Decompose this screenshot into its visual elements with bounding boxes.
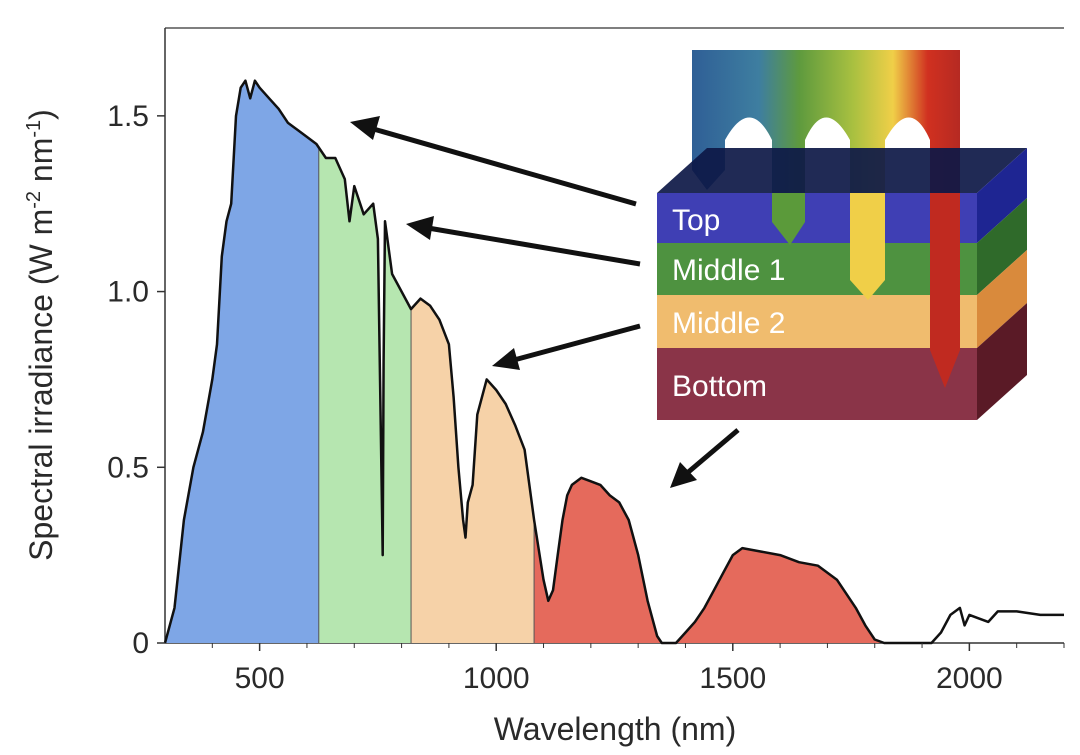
band-fills bbox=[165, 80, 885, 643]
spectrum-curve-group bbox=[163, 79, 1064, 645]
spectrum-curve bbox=[163, 79, 1064, 645]
arrow-middle-1 bbox=[427, 225, 641, 267]
layer-top bbox=[657, 193, 977, 243]
arrow-middle-1-head bbox=[406, 216, 434, 240]
y-tick-label: 0 bbox=[132, 627, 149, 660]
arrow-top-head bbox=[350, 116, 380, 140]
annotation-arrows bbox=[350, 116, 740, 488]
beam-red-front bbox=[930, 193, 960, 388]
y-axis-title: Spectral irradiance (W m-2 nm-1) bbox=[23, 109, 59, 561]
x-tick-label: 1000 bbox=[463, 662, 530, 695]
x-tick-label: 1500 bbox=[699, 662, 766, 695]
layer-middle-2-side bbox=[977, 250, 1027, 348]
band-fill-top bbox=[165, 80, 319, 643]
y-tick-label: 0.5 bbox=[107, 451, 149, 484]
arrow-bottom bbox=[684, 428, 740, 476]
band-fill-middle-2 bbox=[411, 298, 535, 643]
cell-illustration: Top Middle 1 Middle 2 Bottom bbox=[657, 50, 1027, 420]
layer-label-middle-1: Middle 1 bbox=[672, 254, 785, 287]
y-axis-title-mid: nm bbox=[23, 138, 59, 191]
layer-label-top: Top bbox=[672, 204, 720, 237]
y-axis-title-exp1: -2 bbox=[23, 191, 45, 209]
y-axis-title-end: ) bbox=[23, 109, 59, 120]
layer-middle-1-side bbox=[977, 198, 1027, 295]
arrow-top bbox=[369, 125, 637, 207]
layer-middle-2 bbox=[657, 295, 977, 348]
y-axis-title-exp2: -1 bbox=[23, 120, 45, 138]
arrow-bottom-head bbox=[670, 462, 697, 488]
layer-bottom-side bbox=[977, 303, 1027, 420]
layer-middle-1 bbox=[657, 243, 977, 295]
layer-top-side bbox=[977, 148, 1027, 243]
x-tick-label: 500 bbox=[235, 662, 285, 695]
arrow-middle-2-head bbox=[492, 348, 520, 370]
x-axis-title: Wavelength (nm) bbox=[494, 711, 736, 747]
band-fill-bottom bbox=[534, 477, 885, 643]
layer-label-middle-2: Middle 2 bbox=[672, 307, 785, 340]
y-tick-label: 1.5 bbox=[107, 100, 149, 133]
beam-green-front bbox=[772, 193, 805, 245]
x-tick-label: 2000 bbox=[936, 662, 1003, 695]
y-tick-label: 1.0 bbox=[107, 276, 149, 309]
axis-ticks: 500 1000 1500 2000 0 0.5 1.0 1.5 bbox=[107, 100, 1065, 695]
layer-label-bottom: Bottom bbox=[672, 370, 767, 403]
band-fill-middle-1 bbox=[318, 147, 412, 643]
beam-yellow-front bbox=[850, 193, 885, 300]
y-axis-title-main: Spectral irradiance (W m bbox=[23, 209, 59, 561]
cell-top-face bbox=[657, 148, 1027, 193]
arrow-middle-2 bbox=[513, 323, 641, 363]
layer-bottom bbox=[657, 348, 977, 420]
